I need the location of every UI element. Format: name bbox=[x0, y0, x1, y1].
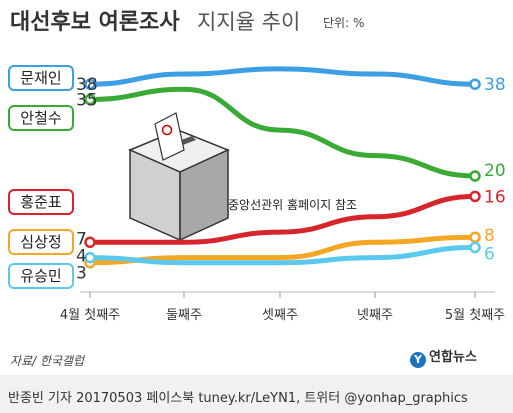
start-point-0 bbox=[84, 78, 96, 90]
x-tick-label-2: 셋째주 bbox=[262, 308, 298, 323]
chart-title: 대선후보 여론조사 bbox=[10, 10, 180, 35]
x-tick-label-4: 5월 첫째주 bbox=[445, 308, 505, 323]
end-point-3 bbox=[469, 231, 481, 243]
x-tick-label-1: 둘째주 bbox=[166, 308, 202, 323]
x-tick-label-3: 넷째주 bbox=[357, 308, 393, 323]
chart-subtitle: 지지율 추이 bbox=[197, 10, 301, 34]
end-value-3: 8 bbox=[484, 226, 495, 246]
source-note: 중앙선관위 홈페이지 참조 bbox=[228, 198, 358, 212]
end-value-1: 20 bbox=[484, 161, 506, 181]
yonhap-logo-text: 연합뉴스 bbox=[429, 350, 477, 365]
end-point-4 bbox=[469, 241, 481, 254]
end-point-1 bbox=[469, 170, 481, 182]
end-value-0: 38 bbox=[484, 75, 506, 95]
legend-yoo: 유승민 bbox=[8, 263, 74, 289]
start-point-1 bbox=[84, 93, 96, 106]
start-value-0: 38 bbox=[76, 75, 98, 95]
start-point-2 bbox=[84, 236, 96, 249]
data-source: 자료/ 한국갤럽 bbox=[10, 354, 85, 368]
unit-label: 단위: % bbox=[323, 16, 365, 30]
legend-moon: 문재인 bbox=[8, 65, 74, 91]
end-value-2: 16 bbox=[484, 187, 506, 207]
legend-hong: 홍준표 bbox=[8, 189, 74, 215]
x-tick-label-0: 4월 첫째주 bbox=[60, 308, 120, 323]
legend-ahn: 안철수 bbox=[8, 105, 74, 131]
ballot-box-illustration bbox=[128, 112, 230, 242]
start-value-4: 4 bbox=[76, 247, 87, 267]
end-value-4: 6 bbox=[484, 244, 495, 264]
yonhap-logo: Y 연합뉴스 bbox=[410, 346, 477, 368]
start-point-4 bbox=[84, 251, 96, 264]
footer-bar: 반종빈 기자 20170503 페이스북 tuney.kr/LeYN1, 트위터… bbox=[0, 375, 513, 413]
yonhap-logo-icon: Y bbox=[410, 352, 426, 368]
start-value-2: 7 bbox=[76, 229, 87, 249]
series-line-0 bbox=[87, 66, 478, 87]
credit-line: 반종빈 기자 20170503 페이스북 tuney.kr/LeYN1, 트위터… bbox=[8, 391, 468, 406]
start-value-3: 3 bbox=[76, 264, 87, 284]
series-line-3 bbox=[87, 234, 478, 266]
series-line-2 bbox=[87, 193, 478, 245]
series-line-1 bbox=[87, 86, 478, 179]
legend-sim: 심상정 bbox=[8, 229, 74, 255]
end-point-0 bbox=[469, 78, 481, 90]
end-point-2 bbox=[469, 190, 481, 203]
series-line-4 bbox=[87, 244, 478, 266]
start-value-1: 35 bbox=[76, 91, 98, 111]
